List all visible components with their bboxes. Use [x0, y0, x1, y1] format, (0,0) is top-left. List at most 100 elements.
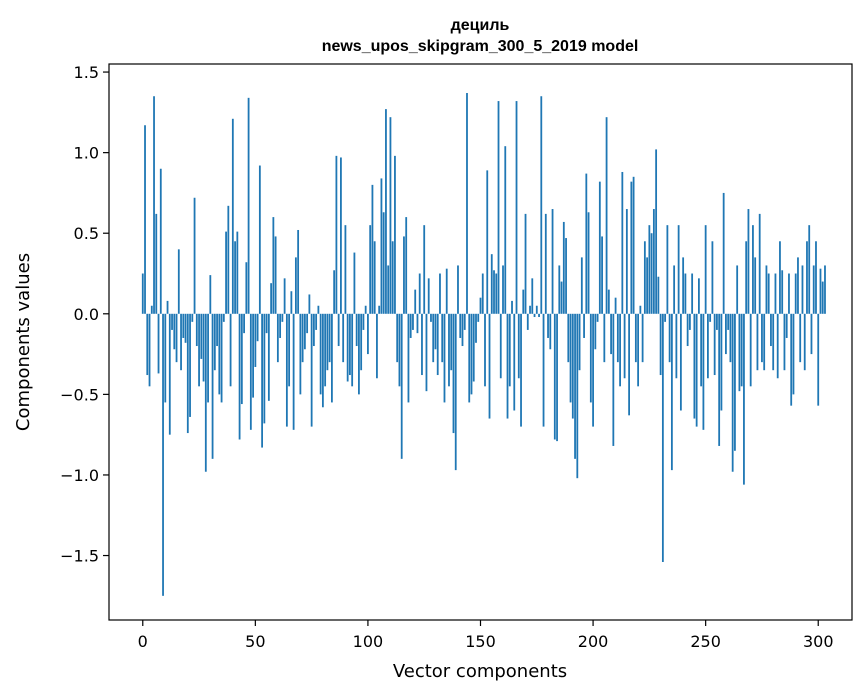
bar [369, 225, 372, 314]
plot-area-frame [108, 63, 853, 621]
bar [736, 265, 739, 314]
bar [166, 300, 169, 314]
bar [182, 313, 185, 338]
bar [700, 313, 703, 387]
bar [659, 313, 662, 376]
bar [279, 313, 282, 338]
bar [452, 313, 455, 434]
bar [731, 313, 734, 472]
bar [533, 313, 536, 318]
bar [427, 278, 430, 314]
bar [416, 313, 419, 334]
bar [360, 313, 363, 371]
bar [344, 225, 347, 314]
bar [236, 231, 239, 314]
bar [299, 313, 302, 395]
x-tick-label: 150 [465, 632, 496, 651]
bar [720, 313, 723, 411]
bar [812, 265, 815, 314]
bar [213, 313, 216, 371]
bar [317, 305, 320, 314]
bar [340, 157, 342, 314]
x-axis-label: Vector components [393, 661, 567, 682]
y-tick-label: −0.5 [60, 385, 99, 404]
bar [238, 313, 241, 440]
bar [587, 212, 590, 314]
bar [328, 313, 331, 363]
bar [324, 313, 327, 387]
bar [567, 313, 570, 363]
bar [240, 313, 243, 405]
bar [542, 313, 545, 427]
bar [774, 273, 777, 314]
bar [648, 225, 651, 314]
bar [276, 313, 279, 363]
bar [576, 313, 579, 479]
bar [358, 313, 360, 395]
bar [436, 313, 439, 376]
bar [740, 313, 743, 387]
bar [258, 165, 261, 314]
bar [810, 313, 813, 355]
bar [788, 273, 790, 314]
bar [553, 313, 556, 440]
bar [616, 313, 619, 363]
bar [752, 225, 754, 314]
bar [643, 241, 646, 314]
bar [578, 313, 581, 371]
bar [684, 273, 687, 314]
bar [664, 313, 667, 322]
bar [540, 96, 543, 314]
bar [583, 313, 585, 338]
bar [283, 278, 286, 314]
bar [538, 313, 540, 318]
bar [695, 313, 698, 427]
bar [520, 313, 522, 427]
bar [292, 313, 295, 430]
bar [479, 297, 482, 314]
bar [423, 225, 426, 314]
bar [783, 313, 786, 371]
bar [797, 257, 799, 314]
bar [698, 278, 700, 314]
bar [725, 313, 727, 355]
bar [227, 205, 230, 314]
bar [331, 313, 333, 403]
x-tick-label: 100 [353, 632, 384, 651]
bar [290, 291, 293, 314]
bar [517, 313, 520, 379]
bar [707, 313, 709, 379]
bar [364, 305, 367, 314]
bar [767, 273, 770, 314]
bar [288, 313, 291, 387]
bar [562, 221, 565, 314]
bar [448, 313, 450, 387]
bar [144, 125, 146, 314]
bar [175, 313, 178, 363]
bar [398, 313, 401, 387]
bar [198, 313, 200, 387]
x-tick-label: 0 [138, 632, 148, 651]
bar [297, 229, 300, 314]
bar [605, 117, 608, 314]
bar [776, 313, 779, 379]
bar [792, 313, 795, 395]
chart-title-line-1: дециль [451, 17, 510, 34]
x-tick-label: 300 [803, 632, 834, 651]
bar [157, 313, 160, 374]
bar [709, 313, 712, 322]
bar [270, 283, 273, 314]
bar [245, 262, 248, 314]
bar [254, 313, 257, 367]
bar [430, 313, 432, 322]
bar [585, 173, 588, 314]
bar [362, 313, 365, 330]
bar [799, 313, 802, 363]
bar [396, 313, 399, 363]
bar [589, 313, 592, 403]
bar [425, 313, 428, 392]
bar [745, 241, 748, 314]
bar [729, 313, 732, 363]
bar [522, 289, 525, 314]
